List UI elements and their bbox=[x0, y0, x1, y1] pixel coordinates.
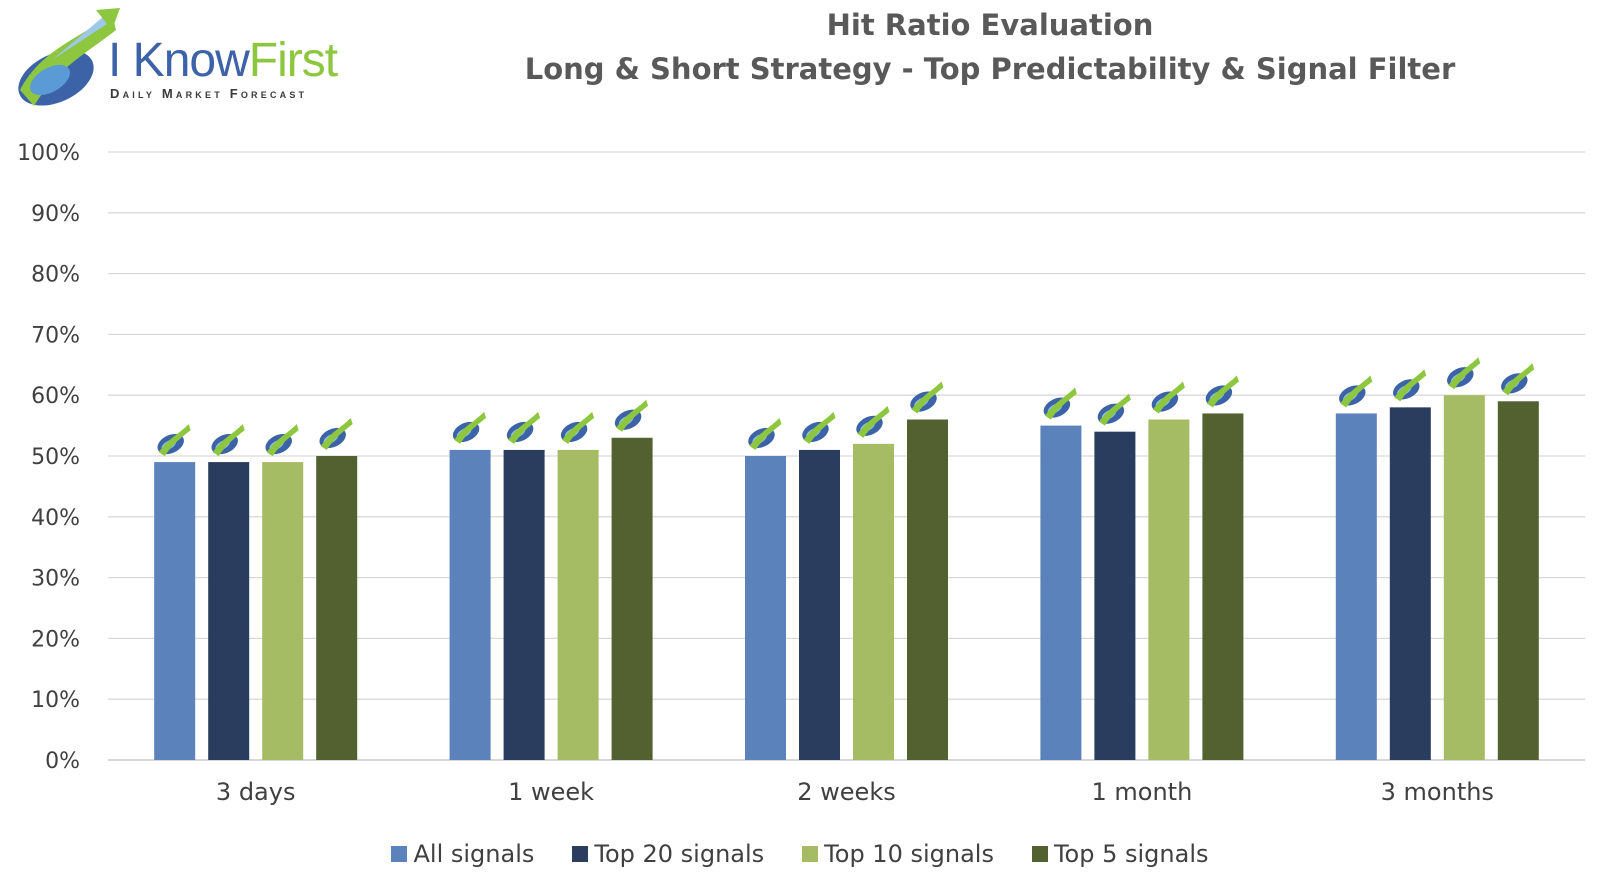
logo-marker-icon bbox=[1393, 369, 1427, 402]
y-tick-label: 0% bbox=[45, 749, 80, 774]
y-tick-label: 40% bbox=[31, 506, 80, 531]
y-tick-label: 70% bbox=[31, 323, 80, 348]
legend-label: Top 20 signals bbox=[594, 840, 765, 868]
logo-marker-icon bbox=[157, 424, 191, 457]
y-tick-label: 50% bbox=[31, 445, 80, 470]
logo-marker-icon bbox=[1501, 363, 1535, 396]
legend-swatch bbox=[802, 846, 819, 862]
legend-swatch bbox=[572, 846, 589, 862]
logo-marker-icon bbox=[1151, 381, 1185, 414]
logo-wordmark: I KnowFirst bbox=[108, 34, 338, 87]
logo-marker-icon bbox=[910, 381, 944, 414]
logo-word-part2: First bbox=[248, 34, 338, 87]
bar bbox=[503, 449, 545, 760]
logo-marker-icon bbox=[1097, 393, 1131, 426]
logo-marker-icon bbox=[1205, 375, 1239, 408]
x-tick-label: 3 days bbox=[216, 778, 296, 806]
logo-marker-icon bbox=[748, 418, 782, 450]
bar bbox=[1443, 395, 1485, 760]
y-tick-label: 30% bbox=[31, 567, 80, 592]
bar bbox=[1497, 401, 1539, 760]
chart-legend: All signals Top 20 signals Top 10 signals T… bbox=[0, 840, 1600, 868]
logo-marker-icon bbox=[452, 411, 487, 444]
bar bbox=[262, 462, 304, 760]
legend-label: All signals bbox=[413, 840, 535, 868]
legend-item: Top 20 signals bbox=[572, 840, 764, 868]
logo-marker-icon bbox=[319, 418, 353, 450]
bar bbox=[745, 456, 786, 760]
legend-label: Top 10 signals bbox=[824, 840, 994, 868]
logo-marker-icon bbox=[1043, 387, 1077, 420]
y-tick-label: 80% bbox=[31, 263, 80, 288]
legend-item: Top 5 signals bbox=[1031, 840, 1209, 868]
logo-swoosh-icon bbox=[18, 8, 120, 106]
bar bbox=[799, 449, 840, 760]
logo-word-part1: I Know bbox=[108, 34, 250, 87]
x-tick-label: 1 month bbox=[1092, 778, 1193, 806]
logo-marker-icon bbox=[856, 405, 890, 438]
y-tick-label: 90% bbox=[31, 202, 80, 227]
bar bbox=[316, 456, 358, 760]
legend-label: Top 5 signals bbox=[1053, 840, 1209, 868]
legend-swatch bbox=[391, 846, 408, 862]
bar bbox=[1148, 419, 1190, 760]
bar bbox=[208, 462, 250, 760]
bar bbox=[611, 437, 653, 760]
legend-swatch bbox=[1031, 846, 1048, 862]
logo-marker-icon bbox=[802, 411, 836, 444]
x-tick-label: 1 week bbox=[508, 778, 594, 806]
y-tick-label: 100% bbox=[17, 141, 80, 166]
bar bbox=[1094, 431, 1136, 760]
logo-marker-icon bbox=[1447, 357, 1481, 390]
bar bbox=[853, 443, 894, 760]
logo-marker-icon bbox=[560, 411, 595, 444]
logo-marker-icon bbox=[506, 411, 541, 444]
company-logo: I KnowFirst Daily Market Forecast bbox=[12, 8, 392, 113]
y-tick-label: 10% bbox=[31, 688, 80, 713]
logo-marker-icon bbox=[211, 424, 245, 457]
bar bbox=[1202, 413, 1244, 760]
x-tick-label: 3 months bbox=[1381, 778, 1494, 806]
bar bbox=[1040, 425, 1082, 760]
bar bbox=[557, 449, 599, 760]
bar bbox=[449, 449, 491, 760]
y-tick-label: 20% bbox=[31, 627, 80, 652]
bar bbox=[154, 462, 196, 760]
legend-item: Top 10 signals bbox=[802, 840, 994, 868]
logo-marker-icon bbox=[614, 399, 649, 432]
chart-title: Hit Ratio Evaluation bbox=[826, 8, 1154, 42]
logo-marker-icon bbox=[265, 424, 299, 457]
x-tick-label: 2 weeks bbox=[797, 778, 895, 806]
bar bbox=[1389, 407, 1431, 760]
logo-marker-icon bbox=[1339, 375, 1373, 408]
legend-item: All signals bbox=[391, 840, 534, 868]
chart-subtitle: Long & Short Strategy - Top Predictabili… bbox=[524, 52, 1456, 86]
bar bbox=[907, 419, 948, 760]
logo-tagline: Daily Market Forecast bbox=[110, 86, 308, 101]
y-tick-label: 60% bbox=[31, 384, 80, 409]
bar bbox=[1335, 413, 1377, 760]
